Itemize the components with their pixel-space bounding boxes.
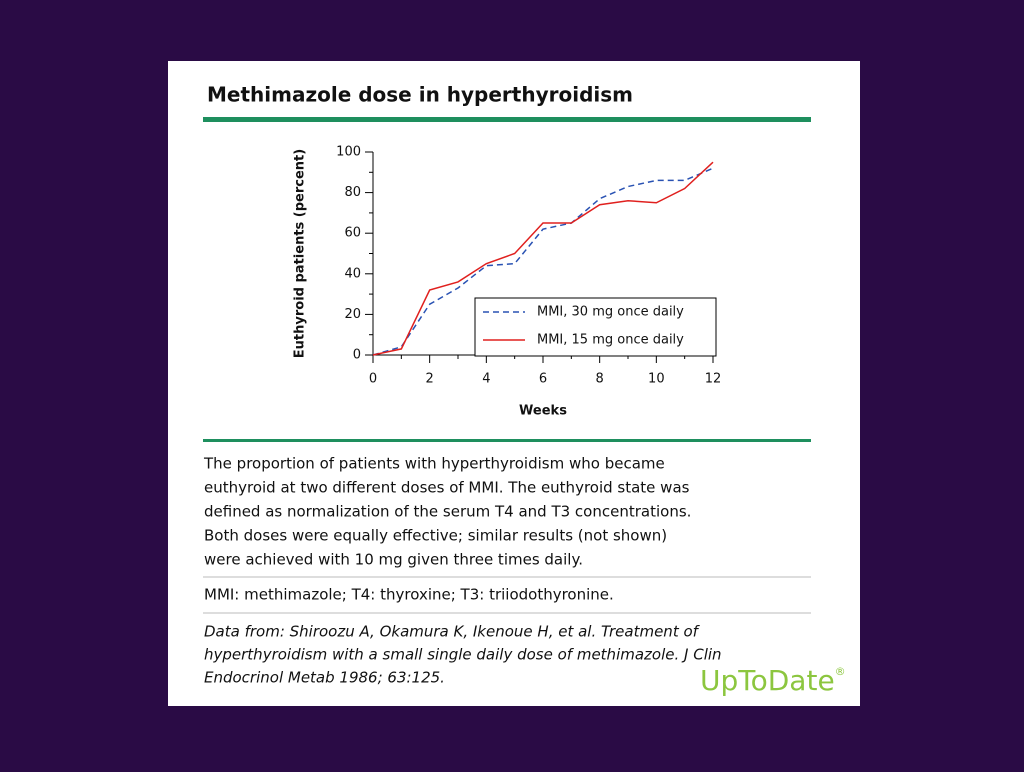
x-tick-label: 10 bbox=[648, 372, 665, 387]
citation-line: hyperthyroidism with a small single dail… bbox=[204, 646, 722, 664]
y-tick-label: 0 bbox=[353, 348, 361, 363]
rule bbox=[203, 439, 811, 442]
legend-label: MMI, 15 mg once daily bbox=[537, 333, 684, 348]
y-tick-label: 60 bbox=[344, 226, 361, 241]
x-tick-label: 4 bbox=[482, 372, 490, 387]
x-tick-label: 2 bbox=[426, 372, 434, 387]
logo-text: UpToDate bbox=[700, 664, 835, 697]
citation-line: Data from: Shiroozu A, Okamura K, Ikenou… bbox=[204, 623, 701, 641]
caption-line: were achieved with 10 mg given three tim… bbox=[204, 551, 583, 569]
citation-line: Endocrinol Metab 1986; 63:125. bbox=[204, 669, 445, 687]
logo: UpToDate® bbox=[700, 664, 846, 697]
caption-line: Both doses were equally effective; simil… bbox=[204, 527, 667, 545]
y-tick-label: 80 bbox=[344, 185, 361, 200]
x-tick-label: 12 bbox=[705, 372, 722, 387]
x-tick-label: 8 bbox=[596, 372, 604, 387]
caption-line: The proportion of patients with hyperthy… bbox=[203, 455, 665, 473]
caption-line: defined as normalization of the serum T4… bbox=[204, 503, 691, 521]
chart-title: Methimazole dose in hyperthyroidism bbox=[207, 83, 633, 107]
y-tick-label: 100 bbox=[336, 145, 361, 160]
y-axis-label: Euthyroid patients (percent) bbox=[293, 149, 308, 358]
logo-mark: ® bbox=[835, 665, 846, 678]
data-line bbox=[372, 161, 714, 356]
y-tick-label: 20 bbox=[344, 307, 361, 322]
x-axis-label: Weeks bbox=[519, 404, 567, 419]
x-tick-label: 0 bbox=[369, 372, 377, 387]
rule bbox=[203, 117, 811, 122]
caption-line: euthyroid at two different doses of MMI.… bbox=[204, 479, 690, 497]
y-tick-label: 40 bbox=[344, 266, 361, 281]
legend-box bbox=[474, 297, 717, 357]
data-line bbox=[372, 167, 714, 356]
x-tick-label: 6 bbox=[539, 372, 547, 387]
abbreviations: MMI: methimazole; T4: thyroxine; T3: tri… bbox=[204, 586, 614, 604]
card bbox=[168, 61, 860, 706]
legend-label: MMI, 30 mg once daily bbox=[537, 305, 684, 320]
